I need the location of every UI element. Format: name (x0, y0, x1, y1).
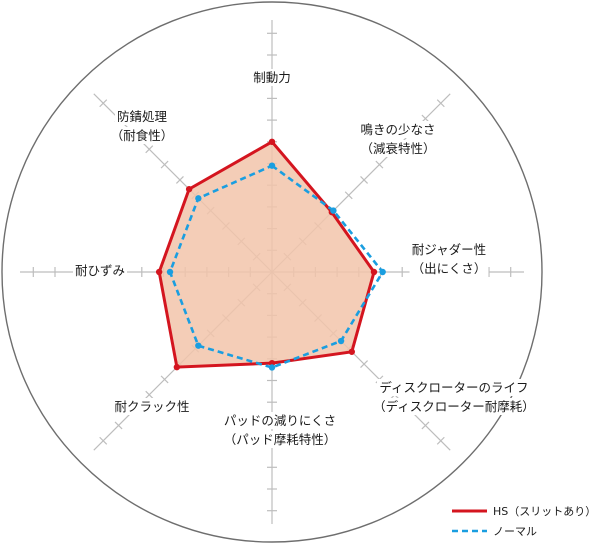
axis-label-bg (251, 69, 293, 86)
axis-tick (145, 145, 154, 154)
outer-circle (1, 1, 543, 543)
legend: HS（スリットあり） ノーマル (452, 505, 596, 538)
axis-label-bg (370, 398, 538, 415)
axis-tick (360, 175, 369, 184)
axis-label: （パッド摩耗特性） (224, 432, 337, 447)
axis-label: ディスクローターのライフ (379, 380, 528, 395)
series-group (155, 138, 386, 371)
axis-label-bg (377, 379, 531, 396)
legend-label: ノーマル (493, 525, 537, 538)
axis-label: （出にくさ） (412, 261, 487, 276)
series-point (268, 364, 276, 371)
axis-label: 耐ひずみ (75, 263, 125, 278)
axis-tick (421, 114, 430, 123)
axis-label-bg (358, 121, 438, 138)
axis-label-bg (221, 412, 339, 429)
series-point (166, 268, 174, 276)
axis-label: 耐ジャダー性 (412, 242, 486, 257)
axis-tick (99, 99, 108, 108)
axis-tick (145, 390, 154, 399)
axis-label: 防錆処理 (117, 109, 168, 124)
series-point (330, 207, 337, 214)
series-point (195, 342, 202, 349)
series-point (370, 268, 378, 276)
axis-label: 耐クラック性 (114, 399, 189, 414)
axis-label: 鳴きの少なさ (360, 122, 435, 137)
axis-label: （ディスクローター耐摩耗） (373, 399, 535, 414)
legend-label: HS（スリットあり） (493, 505, 596, 518)
axis-label: 制動力 (253, 70, 291, 85)
series-polygon (168, 164, 385, 369)
axis-label-bg (112, 398, 192, 415)
series-point (268, 138, 276, 145)
series-point (155, 268, 163, 276)
series-point (348, 348, 355, 355)
axis-tick (421, 421, 430, 430)
axis-label: （耐食性） (111, 128, 174, 143)
axis-tick (436, 99, 445, 108)
axis-label-bg (409, 241, 489, 258)
series-point (337, 337, 345, 345)
axis-label-bg (409, 260, 489, 277)
series-polygon (157, 139, 376, 369)
axis-label-bg (115, 108, 169, 125)
axis-label: （減衰特性） (360, 141, 435, 156)
axis-tick (375, 160, 384, 169)
axis-tick (436, 436, 445, 445)
axis-tick (99, 436, 108, 445)
axis-label-bg (358, 140, 438, 157)
axis-tick (175, 175, 184, 184)
series-point (173, 363, 181, 371)
axis-label-bg (221, 431, 339, 448)
axis-tick (360, 360, 369, 369)
axis-label: パッドの減りにくさ (224, 413, 336, 428)
axis-tick (344, 191, 353, 200)
series-point (195, 195, 202, 202)
axis-label-bg (73, 262, 127, 279)
series-point (185, 185, 193, 193)
chart-frame (1, 1, 543, 543)
axis-tick (160, 375, 169, 384)
axis-label-bg (108, 127, 176, 144)
series-point (379, 268, 386, 276)
axis-tick (160, 160, 169, 169)
series-point (268, 162, 276, 169)
axis-tick (114, 421, 123, 430)
